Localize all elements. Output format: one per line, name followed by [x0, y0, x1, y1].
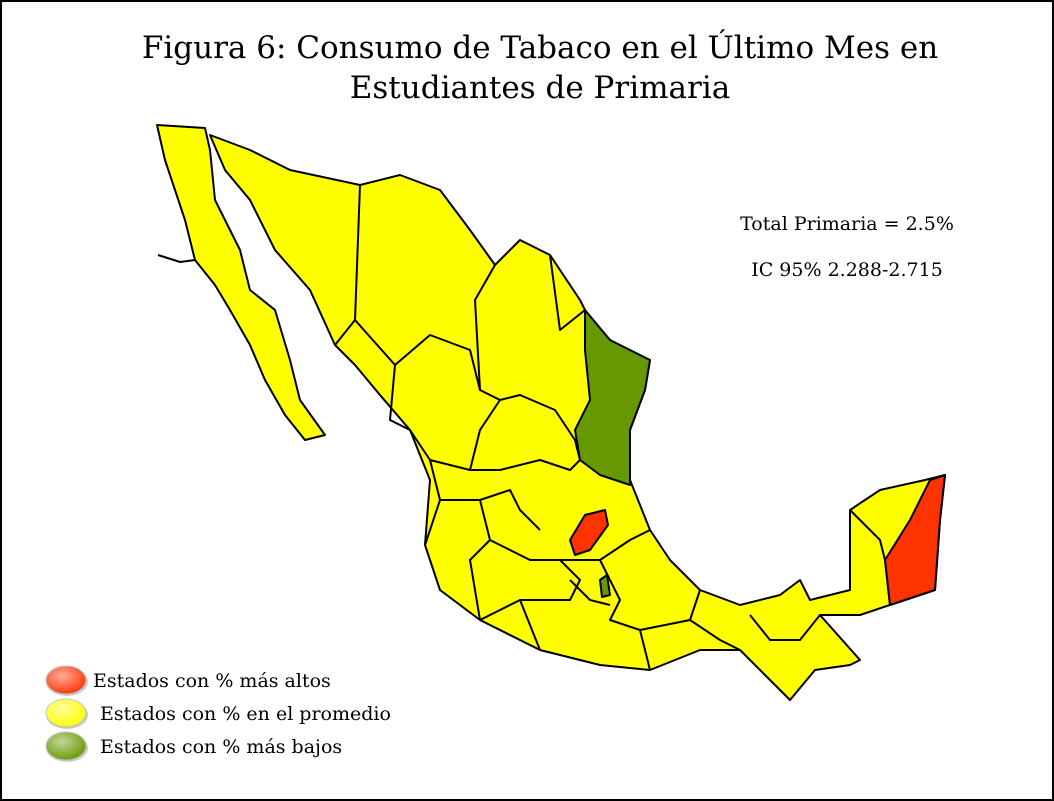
state-border — [354, 319, 581, 461]
annotation: Total Primaria = 2.5% — [740, 213, 954, 235]
title-line: Figura 6: Consumo de Tabaco en el Último… — [142, 28, 938, 66]
baja-california — [156, 124, 326, 441]
state-border — [749, 614, 821, 641]
state-border — [549, 254, 586, 331]
annotation: IC 95% 2.288-2.715 — [751, 259, 943, 281]
quintana-roo — [884, 474, 946, 606]
state-border — [470, 459, 581, 471]
state-border — [424, 499, 441, 546]
legend-swatch-shine — [46, 732, 86, 760]
state-border — [519, 599, 541, 651]
tamaulipas — [574, 309, 651, 486]
state-border — [560, 529, 651, 561]
legend-label: Estados con % en el promedio — [100, 703, 391, 725]
state-border — [469, 499, 491, 621]
legend-label: Estados con % más altos — [93, 670, 331, 692]
legend-label: Estados con % más bajos — [100, 736, 342, 758]
small-state — [599, 574, 611, 598]
state-border — [639, 619, 741, 651]
state-border — [569, 579, 611, 606]
state-border — [157, 254, 196, 263]
mexico-map — [156, 124, 946, 701]
state-border — [599, 559, 651, 671]
state-border — [689, 589, 701, 621]
queretaro — [569, 509, 609, 556]
state-border — [474, 264, 496, 391]
legend: Estados con % más altos Estados con % en … — [45, 665, 391, 762]
legend-swatch-shine — [46, 699, 86, 727]
state-border — [429, 459, 541, 531]
legend-swatch-shine — [46, 666, 86, 694]
title-line: Estudiantes de Primaria — [350, 70, 730, 106]
